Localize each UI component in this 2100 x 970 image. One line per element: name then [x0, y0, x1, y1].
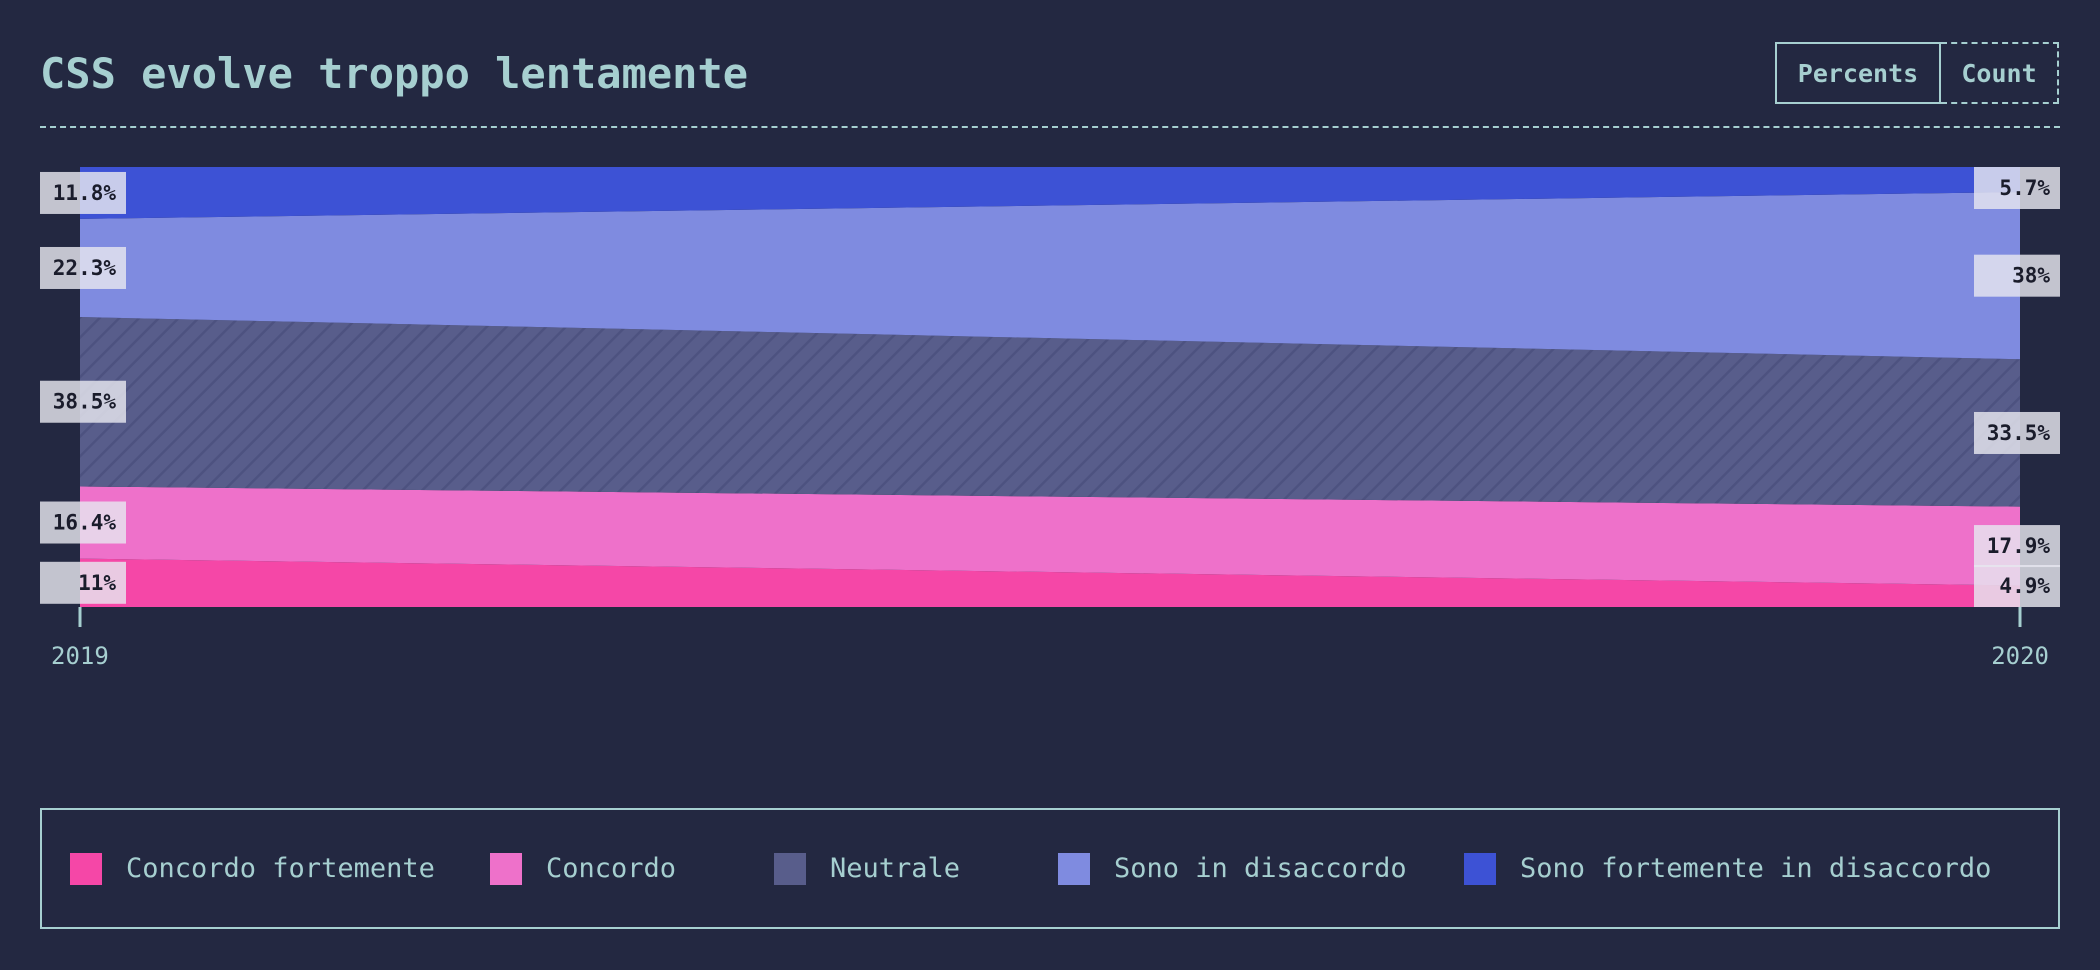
- value-label-2020-sono-in-disaccordo: 38%: [1974, 254, 2060, 297]
- x-tick-label-2019: 2019: [51, 642, 109, 670]
- title-divider: [40, 126, 2060, 128]
- value-label-box: [1974, 565, 2060, 607]
- chart-legend: Concordo fortemente Concordo Neutrale So…: [40, 808, 2060, 929]
- stacked-area-chart: 2019 2020 11% 4.9% 16.4% 17.9% 38.5% 33.5% 22.3…: [40, 167, 2060, 670]
- value-label-text: 11%: [78, 571, 116, 595]
- value-label-box: [40, 561, 126, 604]
- chart-value-labels: 11% 4.9% 16.4% 17.9% 38.5% 33.5% 22.3% 38% 11.8%…: [40, 167, 2060, 607]
- legend-item-neutrale[interactable]: Neutrale: [774, 810, 960, 927]
- value-label-2019-concordo-fortemente: 11%: [40, 561, 126, 604]
- percents-button[interactable]: Percents: [1775, 42, 1941, 104]
- chart-title: CSS evolve troppo lentamente: [40, 49, 749, 98]
- legend-item-concordo[interactable]: Concordo: [490, 810, 676, 927]
- area-concordo-fortemente[interactable]: [80, 558, 2020, 607]
- value-label-text: 4.9%: [1999, 574, 2050, 598]
- legend-label: Sono in disaccordo: [1114, 853, 1407, 884]
- legend-item-sono-in-disaccordo[interactable]: Sono in disaccordo: [1058, 810, 1407, 927]
- mode-toggle: Percents Count: [1775, 42, 2059, 104]
- legend-swatch: [774, 852, 806, 885]
- value-label-2019-concordo: 16.4%: [40, 501, 126, 544]
- value-label-2019-neutrale: 38.5%: [40, 380, 126, 423]
- value-label-box: [40, 380, 126, 423]
- value-label-box: [40, 171, 126, 214]
- value-label-text: 11.8%: [53, 181, 117, 205]
- value-label-2019-sono-fortemente-in-disaccordo: 11.8%: [40, 171, 126, 214]
- legend-swatch: [1058, 852, 1090, 885]
- chart-areas: [80, 167, 2020, 607]
- area-sono-fortemente-in-disaccordo[interactable]: [80, 167, 2020, 219]
- value-label-2020-neutrale: 33.5%: [1974, 411, 2060, 454]
- legend-item-concordo-fortemente[interactable]: Concordo fortemente: [70, 810, 435, 927]
- value-label-box: [1974, 167, 2060, 209]
- area-sono-in-disaccordo[interactable]: [80, 192, 2020, 360]
- legend-label: Sono fortemente in disaccordo: [1520, 853, 1992, 884]
- legend-label: Concordo: [546, 853, 677, 884]
- legend-swatch: [490, 852, 522, 885]
- value-label-text: 16.4%: [53, 511, 117, 535]
- legend-label: Neutrale: [830, 853, 961, 884]
- value-label-2020-concordo-fortemente: 4.9%: [1974, 565, 2060, 607]
- value-label-box: [1974, 525, 2060, 568]
- value-label-box: [1974, 411, 2060, 454]
- value-label-2020-concordo: 17.9%: [1974, 525, 2060, 568]
- value-label-text: 22.3%: [53, 256, 117, 280]
- legend-swatch: [1464, 852, 1496, 885]
- value-label-2019-sono-in-disaccordo: 22.3%: [40, 246, 126, 289]
- x-tick-label-2020: 2020: [1991, 642, 2049, 670]
- chart-x-axis: 2019 2020: [51, 607, 2049, 670]
- value-label-box: [40, 501, 126, 544]
- value-label-text: 38.5%: [53, 390, 117, 414]
- count-button[interactable]: Count: [1941, 42, 2059, 104]
- value-label-text: 33.5%: [1987, 421, 2051, 445]
- area-neutrale[interactable]: [80, 317, 2020, 507]
- legend-item-sono-fortemente-in-disaccordo[interactable]: Sono fortemente in disaccordo: [1464, 810, 1991, 927]
- value-label-text: 5.7%: [1999, 176, 2050, 200]
- value-label-text: 17.9%: [1987, 534, 2051, 558]
- value-label-box: [1974, 254, 2060, 297]
- value-label-box: [40, 246, 126, 289]
- legend-swatch: [70, 852, 102, 885]
- legend-label: Concordo fortemente: [126, 853, 435, 884]
- value-label-2020-sono-fortemente-in-disaccordo: 5.7%: [1974, 167, 2060, 209]
- value-label-text: 38%: [2012, 264, 2050, 288]
- area-concordo[interactable]: [80, 486, 2020, 586]
